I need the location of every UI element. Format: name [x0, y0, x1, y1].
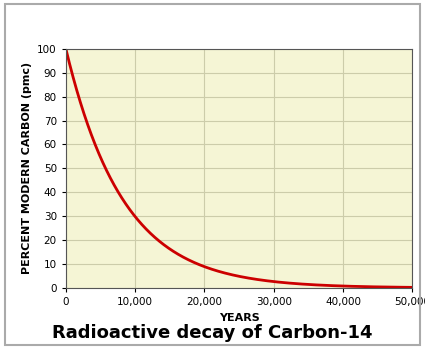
Text: Radioactive decay of Carbon-14: Radioactive decay of Carbon-14 [52, 324, 373, 342]
Y-axis label: PERCENT MODERN CARBON (pmc): PERCENT MODERN CARBON (pmc) [22, 62, 32, 274]
X-axis label: YEARS: YEARS [219, 312, 259, 322]
